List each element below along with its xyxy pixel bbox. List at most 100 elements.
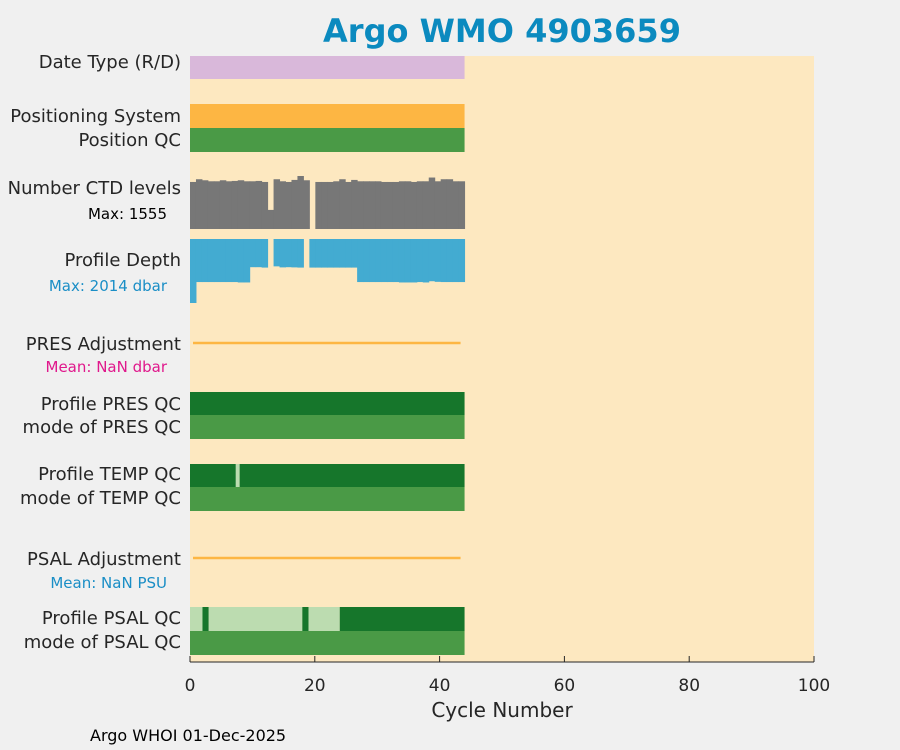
label-ctd-levels: Number CTD levels <box>7 178 181 199</box>
ctd-level-bar <box>321 181 328 229</box>
profile-depth-bar <box>231 239 239 283</box>
position-qc-bar <box>190 128 465 152</box>
ctd-level-bar <box>428 177 436 229</box>
ctd-level-bar <box>339 179 346 229</box>
mode-pres-qc-bar <box>190 415 465 439</box>
profile-temp-qc-bar <box>190 464 465 487</box>
profile-depth-bar <box>190 239 197 303</box>
ctd-level-bar <box>452 181 460 229</box>
profile-depth-bar <box>219 239 227 283</box>
ctd-level-bar <box>416 181 424 229</box>
x-tick-label: 80 <box>678 676 700 696</box>
psal-qc-segment <box>190 607 203 631</box>
x-tick-label: 100 <box>798 676 830 696</box>
ctd-level-bar <box>446 179 454 229</box>
psal-qc-segment <box>202 607 209 631</box>
profile-depth-bar <box>434 239 442 282</box>
label-profile-psal-qc: Profile PSAL QC <box>41 608 181 629</box>
profile-depth-bar <box>213 239 221 283</box>
ctd-level-bar <box>315 181 322 229</box>
label-psal-adjustment: PSAL Adjustment <box>26 549 181 570</box>
ctd-level-bar <box>392 181 400 229</box>
profile-depth-bar <box>345 239 352 268</box>
ctd-level-bar <box>261 181 269 229</box>
ctd-level-bar <box>351 179 358 229</box>
ctd-level-bar <box>422 181 430 229</box>
label-position-qc: Position QC <box>78 130 181 151</box>
temp-qc-pale-segment <box>235 464 240 487</box>
profile-depth-bar <box>225 239 233 283</box>
ctd-level-bar <box>434 181 442 229</box>
profile-depth-bar <box>392 239 400 283</box>
ctd-level-bar <box>225 181 233 229</box>
profile-depth-bar <box>201 239 209 283</box>
ctd-level-bar <box>303 180 310 229</box>
ctd-level-bar <box>297 176 304 229</box>
profile-depth-bar <box>386 239 394 283</box>
label-pres-adjustment: PRES Adjustment <box>25 334 181 355</box>
profile-depth-bar <box>375 239 382 283</box>
profile-depth-bar <box>273 239 281 267</box>
profile-depth-bar <box>255 239 263 268</box>
profile-depth-bar <box>297 239 304 268</box>
profile-depth-bar <box>416 239 424 283</box>
profile-depth-bar <box>404 239 412 283</box>
ctd-level-bar <box>237 180 245 229</box>
label-date-type: Date Type (R/D) <box>38 52 181 73</box>
ctd-level-bar <box>440 179 448 229</box>
profile-depth-bar <box>428 239 436 282</box>
ctd-level-bar <box>404 181 412 229</box>
date-type-bar <box>190 56 465 79</box>
ctd-level-bar <box>386 181 394 229</box>
psal-qc-segment <box>208 607 303 631</box>
profile-depth-bar <box>279 239 286 268</box>
profile-depth-bar <box>309 239 316 268</box>
ctd-level-bar <box>369 181 376 229</box>
ctd-max-label: Max: 1555 <box>87 205 167 223</box>
ctd-level-bar <box>285 181 292 229</box>
ctd-level-bar <box>363 181 370 229</box>
profile-depth-bar <box>237 239 245 283</box>
label-mode-pres-qc: mode of PRES QC <box>22 417 181 438</box>
ctd-level-bar <box>398 181 406 229</box>
ctd-level-bar <box>375 181 382 229</box>
label-positioning: Positioning System <box>10 106 181 127</box>
profile-depth-bar <box>261 239 269 268</box>
ctd-level-bar <box>219 180 227 229</box>
profile-depth-bar <box>351 239 358 268</box>
profile-depth-bar <box>285 239 292 268</box>
profile-depth-bar <box>249 239 257 268</box>
footer-credit: Argo WHOI 01-Dec-2025 <box>90 726 287 745</box>
ctd-level-bar <box>410 181 418 229</box>
label-profile-temp-qc: Profile TEMP QC <box>38 464 181 485</box>
profile-depth-bar <box>321 239 328 268</box>
x-tick-label: 40 <box>429 676 451 696</box>
profile-depth-bar <box>339 239 346 268</box>
profile-depth-bar <box>410 239 418 283</box>
ctd-level-bar <box>357 181 364 229</box>
profile-depth-bar <box>243 239 251 283</box>
profile-depth-bar <box>195 239 203 283</box>
profile-depth-bar <box>452 239 460 283</box>
psal-qc-segment <box>308 607 340 631</box>
profile-depth-bar <box>207 239 215 283</box>
psal-qc-segment <box>302 607 309 631</box>
label-profile-depth: Profile Depth <box>64 250 181 271</box>
pres-mean-label: Mean: NaN dbar <box>45 358 168 376</box>
ctd-level-bar <box>267 209 275 229</box>
ctd-level-bar <box>213 181 221 229</box>
label-profile-pres-qc: Profile PRES QC <box>40 394 181 415</box>
ctd-level-bar <box>190 181 197 229</box>
profile-depth-bar <box>333 239 340 268</box>
mode-temp-qc-bar <box>190 487 465 511</box>
profile-pres-qc-bar <box>190 392 465 415</box>
ctd-level-bar <box>195 179 203 229</box>
plot-background <box>190 56 814 662</box>
profile-depth-bar <box>440 239 448 283</box>
ctd-level-bar <box>249 181 257 229</box>
profile-depth-bar <box>327 239 334 268</box>
profile-depth-bar <box>363 239 370 283</box>
label-mode-psal-qc: mode of PSAL QC <box>23 632 181 653</box>
ctd-level-bar <box>201 180 209 229</box>
